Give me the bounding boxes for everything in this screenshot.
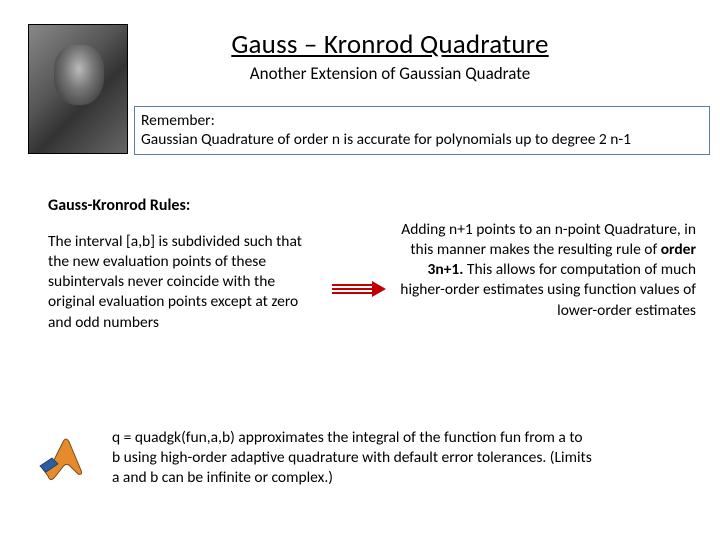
rules-heading: Gauss-Kronrod Rules: [48,196,190,215]
portrait-image [28,24,128,154]
remember-label: Remember: [141,111,215,130]
right-para-pre: Adding n+1 points to an n-point Quadratu… [401,220,696,259]
matlab-logo-icon [36,430,94,484]
remember-box: Remember: Gaussian Quadrature of order n… [134,106,710,155]
bottom-paragraph: q = quadgk(fun,a,b) approximates the int… [112,428,592,488]
title-block: Gauss – Kronrod Quadrature Another Exten… [180,28,600,84]
left-paragraph: The interval [a,b] is subdivided such th… [48,232,316,333]
arrow-icon [330,280,388,298]
slide-title: Gauss – Kronrod Quadrature [180,28,600,61]
right-paragraph: Adding n+1 points to an n-point Quadratu… [400,220,696,321]
remember-text: Gaussian Quadrature of order n is accura… [141,130,631,149]
slide-subtitle: Another Extension of Gaussian Quadrate [180,63,600,84]
